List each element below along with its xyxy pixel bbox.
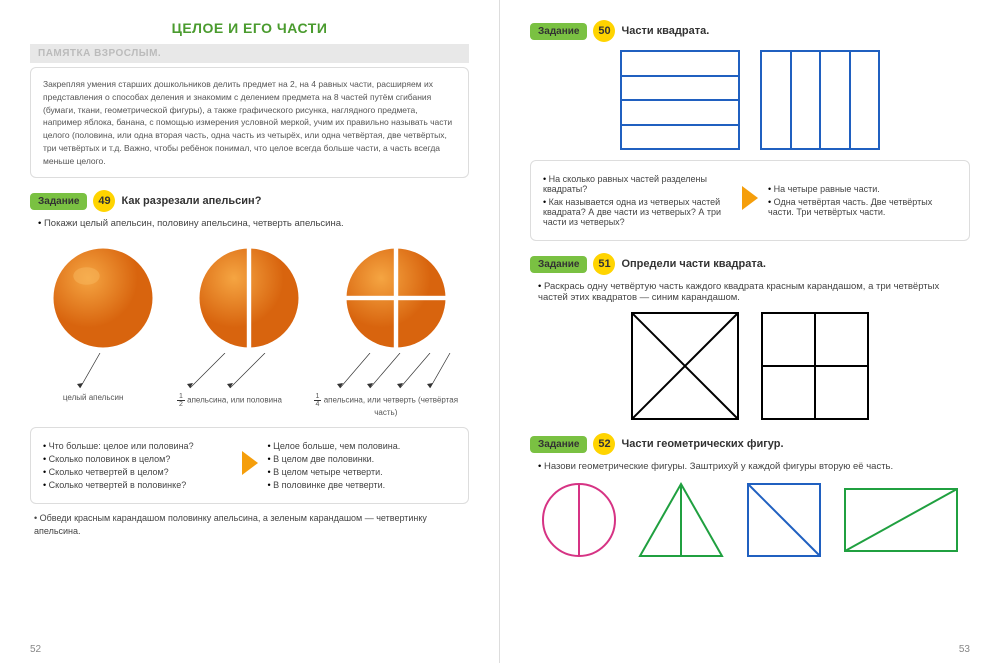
label-whole: целый апельсин — [38, 393, 148, 417]
task-52-instruction: Назови геометрические фигуры. Заштрихуй … — [538, 461, 970, 472]
orange-whole — [48, 243, 158, 353]
task-49-header: Задание 49 Как разрезали апельсин? — [30, 190, 469, 212]
qa-answers: На четыре равные части. Одна четвёртая ч… — [768, 181, 957, 220]
q1: На сколько равных частей разделены квадр… — [543, 174, 732, 194]
a1: Целое больше, чем половина. — [268, 441, 457, 451]
task-52-header: Задание 52 Части геометрических фигур. — [530, 433, 970, 455]
square-horizontal-parts — [620, 50, 740, 150]
q2: Как называется одна из четверых частей к… — [543, 197, 732, 227]
task-label: Задание — [530, 436, 587, 453]
task-number: 52 — [593, 433, 615, 455]
qa-box-49: Что больше: целое или половина? Сколько … — [30, 427, 469, 504]
task-title: Определи части квадрата. — [621, 258, 765, 270]
memo-text: Закрепляя умения старших дошкольников де… — [43, 79, 452, 166]
orange-quarter — [341, 243, 451, 353]
task-51-instruction: Раскрась одну четвёртую часть каждого кв… — [538, 281, 970, 303]
task-title: Как разрезали апельсин? — [121, 195, 261, 207]
task-label: Задание — [30, 193, 87, 210]
q4: Сколько четвертей в половинке? — [43, 480, 232, 490]
a3: В целом четыре четверти. — [268, 467, 457, 477]
page-right: Задание 50 Части квадрата. На сколько ра… — [500, 0, 1000, 663]
page-title: ЦЕЛОЕ И ЕГО ЧАСТИ — [30, 20, 469, 36]
page-number: 53 — [959, 644, 970, 655]
square-grid — [760, 311, 870, 421]
qa-box-50: На сколько равных частей разделены квадр… — [530, 160, 970, 241]
shape-circle — [539, 480, 619, 560]
q2: Сколько половинок в целом? — [43, 454, 232, 464]
orange-labels: целый апельсин 12 апельсина, или половин… — [30, 393, 469, 417]
a1: На четыре равные части. — [768, 184, 957, 194]
task-label: Задание — [530, 256, 587, 273]
task-50-header: Задание 50 Части квадрата. — [530, 20, 970, 42]
task-49-instruction: Покажи целый апельсин, половину апельсин… — [38, 218, 469, 229]
arrow-icon — [242, 451, 258, 481]
task-number: 49 — [93, 190, 115, 212]
shape-triangle — [636, 480, 726, 560]
shape-square — [744, 480, 824, 560]
page-left: ЦЕЛОЕ И ЕГО ЧАСТИ ПАМЯТКА ВЗРОСЛЫМ. Закр… — [0, 0, 500, 663]
label-half: 12 апельсина, или половина — [164, 393, 294, 417]
qa-questions: На сколько равных частей разделены квадр… — [543, 171, 732, 230]
orange-half — [194, 243, 304, 353]
shapes-52 — [530, 480, 970, 560]
memo-label: ПАМЯТКА ВЗРОСЛЫМ. — [30, 44, 469, 63]
task-label: Задание — [530, 23, 587, 40]
task-title: Части геометрических фигур. — [621, 438, 783, 450]
squares-51 — [530, 311, 970, 421]
square-diagonals — [630, 311, 740, 421]
a2: В целом две половинки. — [268, 454, 457, 464]
shape-rectangle — [841, 485, 961, 555]
page-number: 52 — [30, 644, 41, 655]
qa-questions: Что больше: целое или половина? Сколько … — [43, 438, 232, 493]
task-number: 51 — [593, 253, 615, 275]
task-49-footer: Обведи красным карандашом половинку апел… — [34, 512, 465, 537]
q1: Что больше: целое или половина? — [43, 441, 232, 451]
task-title: Части квадрата. — [621, 25, 709, 37]
qa-answers: Целое больше, чем половина. В целом две … — [268, 438, 457, 493]
q3: Сколько четвертей в целом? — [43, 467, 232, 477]
squares-50 — [530, 50, 970, 150]
oranges-row — [30, 243, 469, 353]
arrow-icon — [742, 186, 758, 216]
square-vertical-parts — [760, 50, 880, 150]
memo-box: Закрепляя умения старших дошкольников де… — [30, 67, 469, 178]
task-number: 50 — [593, 20, 615, 42]
a2: Одна четвёртая часть. Две четвёртых част… — [768, 197, 957, 217]
task-51-header: Задание 51 Определи части квадрата. — [530, 253, 970, 275]
book-spread: ЦЕЛОЕ И ЕГО ЧАСТИ ПАМЯТКА ВЗРОСЛЫМ. Закр… — [0, 0, 1000, 663]
label-quarter: 14 апельсина, или четверть (четвёртая ча… — [311, 393, 461, 417]
a4: В половинке две четверти. — [268, 480, 457, 490]
orange-arrows — [30, 353, 470, 393]
